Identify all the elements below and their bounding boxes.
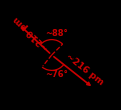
Text: ~88°: ~88° [45,28,68,38]
Text: ~76°: ~76° [45,70,68,79]
Text: ~216 pm: ~216 pm [64,52,105,87]
Text: ~210 pm: ~210 pm [12,14,51,52]
